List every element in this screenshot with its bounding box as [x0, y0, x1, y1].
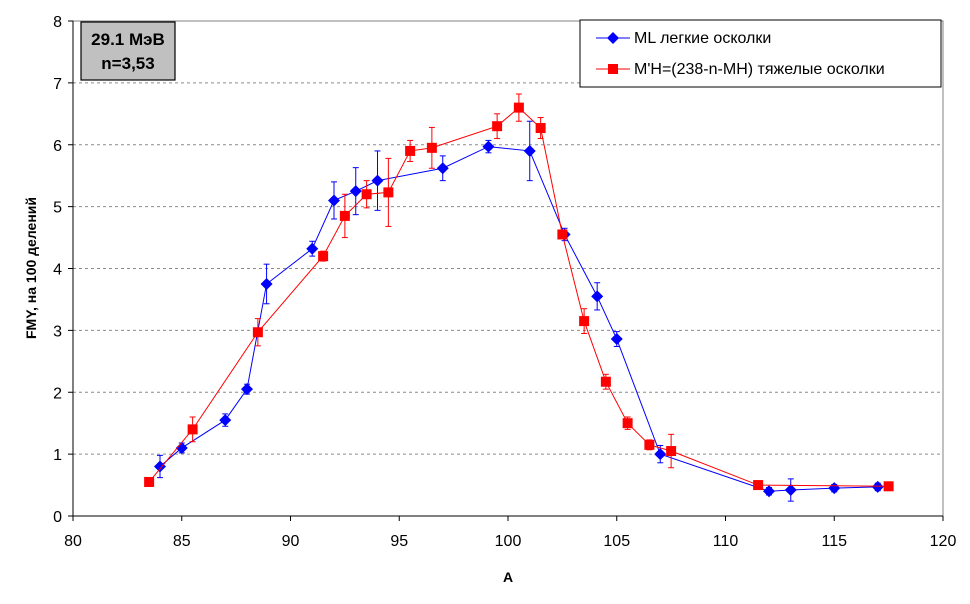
series-1-point: [154, 460, 166, 473]
series-layer: [144, 93, 894, 502]
series-2-point: [187, 424, 198, 435]
annotation-line-1: 29.1 МэВ: [91, 30, 165, 49]
series-1-point: [784, 484, 797, 497]
series-2-point: [600, 376, 611, 387]
series-1-point: [482, 140, 495, 153]
legend-label-series-1: ML легкие осколки: [634, 30, 771, 47]
series-2-point: [557, 229, 568, 240]
series-2-point: [405, 145, 416, 156]
series-2-point: [318, 251, 329, 262]
series-2-point: [535, 123, 546, 134]
x-tick-label-110: 110: [713, 533, 739, 550]
series-1-point: [306, 242, 319, 255]
series-1-point: [371, 174, 384, 187]
series-2-point: [426, 142, 437, 153]
series-2-point: [883, 481, 894, 492]
series-1-point: [219, 414, 232, 427]
axis-layer: 0 1 2 3 4 5 6 7 8 80 85 90 95 100 105 110 115 120: [53, 14, 956, 550]
annotation-box: 29.1 МэВ n=3,53: [80, 21, 176, 81]
series-2-point: [753, 480, 764, 491]
series-2-point: [513, 102, 524, 113]
series-1-point: [828, 482, 841, 495]
annotation-line-2: n=3,53: [101, 54, 154, 73]
x-tick-label-115: 115: [821, 533, 847, 550]
series-1-point: [591, 290, 604, 303]
series-2-point: [361, 189, 372, 200]
x-axis-title: A: [503, 569, 513, 585]
y-tick-label-5: 5: [53, 200, 62, 217]
legend-box: [579, 19, 942, 88]
y-tick-label-8: 8: [53, 14, 62, 31]
x-tick-label-100: 100: [495, 533, 522, 550]
series-2-point: [492, 121, 503, 132]
series-1-point: [241, 383, 253, 396]
x-tick-label-80: 80: [64, 533, 82, 550]
legend-label-series-2: M'H=(238-n-MH) тяжелые осколки: [634, 61, 885, 78]
series-2-point: [383, 187, 394, 198]
series-2-point: [644, 439, 655, 450]
series-1-point: [175, 441, 188, 454]
y-tick-label-2: 2: [53, 385, 62, 402]
x-tick-label-120: 120: [930, 533, 957, 550]
y-tick-label-1: 1: [53, 447, 62, 464]
series-1-point: [260, 277, 273, 290]
y-tick-label-7: 7: [53, 76, 62, 93]
y-axis-title: FMY, на 100 делений: [23, 197, 39, 339]
series-2: [144, 93, 894, 492]
legend: ML легкие осколки M'H=(238-n-MH) тяжелые…: [579, 19, 942, 88]
series-1-point: [328, 194, 340, 207]
y-tick-label-6: 6: [53, 138, 62, 155]
x-tick-label-85: 85: [173, 533, 191, 550]
series-2-point: [252, 327, 263, 338]
series-1-point: [654, 448, 667, 461]
series-1-point: [436, 162, 449, 175]
series-2-point: [144, 476, 155, 487]
series-2-point: [339, 210, 350, 221]
x-tick-label-90: 90: [282, 533, 300, 550]
series-1-point: [523, 144, 536, 157]
series-1: [154, 120, 884, 502]
series-2-point: [666, 446, 677, 457]
y-tick-label-0: 0: [53, 509, 62, 526]
x-tick-label-95: 95: [390, 533, 408, 550]
series-1-point: [349, 185, 362, 198]
series-2-point: [579, 316, 590, 327]
y-tick-label-4: 4: [53, 262, 62, 279]
x-tick-label-105: 105: [603, 533, 630, 550]
y-tick-label-3: 3: [53, 323, 62, 340]
series-2-point: [622, 418, 633, 429]
series-1-point: [763, 485, 775, 498]
legend-marker-series-2: [608, 64, 618, 74]
series-1-point: [871, 480, 884, 493]
series-1-point: [610, 333, 623, 346]
legend-marker-series-1: [607, 32, 619, 44]
series-1-line: [159, 146, 878, 492]
